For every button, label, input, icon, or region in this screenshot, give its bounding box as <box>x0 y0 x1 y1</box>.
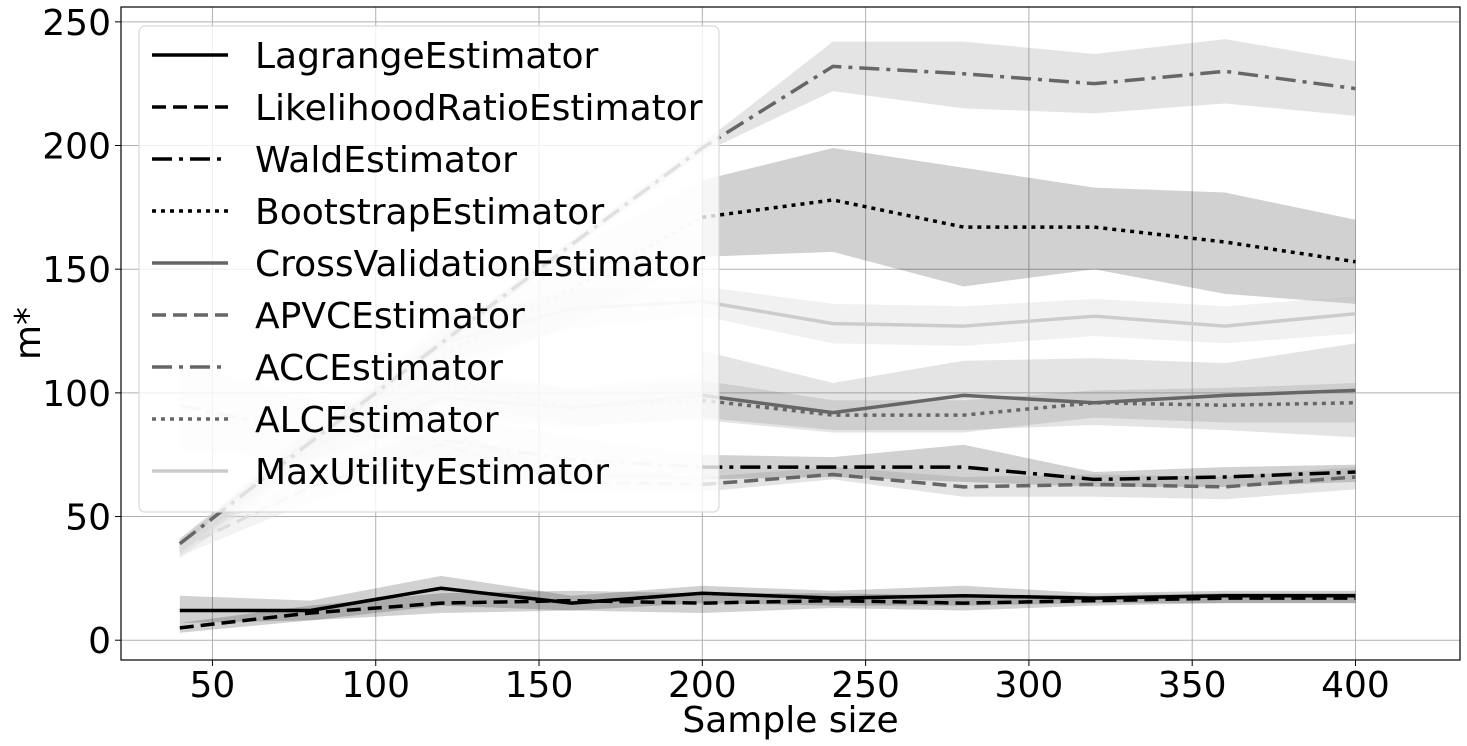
series-line-wald-estimator <box>702 465 1356 482</box>
band-accestimator <box>179 39 1356 549</box>
y-tick-label-50: 50 <box>65 498 111 539</box>
series-line-cross-validation-estimator <box>702 388 1356 415</box>
band-apvcestimator <box>702 467 1356 500</box>
plot-frame <box>120 6 1461 661</box>
x-tick-label-350: 350 <box>1158 665 1227 706</box>
y-tick-label-250: 250 <box>42 3 111 44</box>
y-tick-label-200: 200 <box>42 127 111 168</box>
series-line-bootstrap-estimator <box>702 198 1356 264</box>
legend-label-bootstrap-estimator: BootstrapEstimator <box>255 192 604 233</box>
legend-label-likelihood-ratio-estimator: LikelihoodRatioEstimator <box>255 88 703 129</box>
series-line-lagrange-estimator <box>179 586 1356 613</box>
band-max-utility-estimator <box>702 286 1356 346</box>
series-line-alcestimator <box>702 398 1356 417</box>
y-tick-label-0: 0 <box>88 621 111 662</box>
legend-label-alcestimator: ALCEstimator <box>255 400 499 441</box>
legend-label-cross-validation-estimator: CrossValidationEstimator <box>255 244 705 285</box>
x-axis-label: Sample size <box>682 700 898 741</box>
y-tick-label-150: 150 <box>42 250 111 291</box>
x-tick-label-300: 300 <box>995 665 1064 706</box>
legend-label-wald-estimator: WaldEstimator <box>255 140 517 181</box>
y-axis-label: m* <box>8 307 49 360</box>
axis-ticks: 50 100 150 200 250 300 350 400 0 50 100 150 200 250 <box>42 3 1390 706</box>
legend-label-accestimator: ACCEstimator <box>255 348 503 389</box>
legend-label-apvcestimator: APVCEstimator <box>255 296 525 337</box>
band-wald-estimator <box>702 444 1356 487</box>
x-tick-label-250: 250 <box>831 665 900 706</box>
y-tick-label-100: 100 <box>42 374 111 415</box>
x-tick-label-200: 200 <box>668 665 737 706</box>
band-lagrange-estimator <box>179 575 1356 623</box>
legend: LagrangeEstimator LikelihoodRatioEstimato… <box>138 25 720 513</box>
band-bootstrap-estimator <box>702 147 1356 304</box>
x-tick-label-50: 50 <box>190 665 236 706</box>
x-tick-label-150: 150 <box>505 665 574 706</box>
x-tick-label-100: 100 <box>341 665 410 706</box>
legend-label-max-utility-estimator: MaxUtilityEstimator <box>255 452 609 493</box>
series-line-likelihood-ratio-estimator <box>179 596 1356 630</box>
band-alcestimator <box>702 380 1356 433</box>
series-line-apvcestimator <box>702 472 1356 489</box>
series-line-max-utility-estimator <box>702 299 1356 328</box>
legend-label-lagrange-estimator: LagrangeEstimator <box>255 36 599 77</box>
legend-box <box>138 25 720 513</box>
x-tick-label-400: 400 <box>1321 665 1390 706</box>
